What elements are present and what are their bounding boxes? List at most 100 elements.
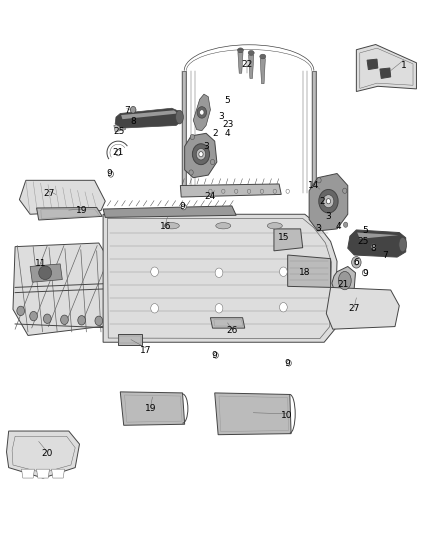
Text: 14: 14 xyxy=(308,181,319,190)
Text: 9: 9 xyxy=(107,169,113,178)
Ellipse shape xyxy=(151,304,159,313)
Text: 9: 9 xyxy=(180,203,185,212)
Ellipse shape xyxy=(190,134,194,140)
Ellipse shape xyxy=(176,110,184,124)
Polygon shape xyxy=(182,71,187,193)
Text: 2: 2 xyxy=(212,129,218,138)
Text: 25: 25 xyxy=(357,237,368,246)
Polygon shape xyxy=(103,214,337,342)
Polygon shape xyxy=(357,232,399,239)
Text: 19: 19 xyxy=(76,206,88,215)
Polygon shape xyxy=(36,207,102,220)
Polygon shape xyxy=(326,287,399,329)
Ellipse shape xyxy=(131,107,136,113)
Polygon shape xyxy=(121,110,178,119)
Text: 1: 1 xyxy=(401,61,406,70)
Ellipse shape xyxy=(210,159,215,165)
Text: 9: 9 xyxy=(285,359,290,368)
Ellipse shape xyxy=(181,204,186,210)
Polygon shape xyxy=(210,318,245,328)
Ellipse shape xyxy=(338,271,351,290)
Text: 21: 21 xyxy=(113,148,124,157)
Text: 7: 7 xyxy=(124,107,130,115)
Text: 3: 3 xyxy=(315,224,321,233)
Text: 9: 9 xyxy=(362,269,368,278)
Text: 23: 23 xyxy=(222,120,233,129)
Ellipse shape xyxy=(199,151,203,157)
Ellipse shape xyxy=(192,144,209,165)
Polygon shape xyxy=(360,236,370,246)
Ellipse shape xyxy=(43,314,51,324)
Polygon shape xyxy=(114,123,125,132)
Ellipse shape xyxy=(197,107,207,118)
Polygon shape xyxy=(288,255,331,287)
Polygon shape xyxy=(21,469,35,478)
Polygon shape xyxy=(118,334,142,345)
Polygon shape xyxy=(36,469,49,478)
Ellipse shape xyxy=(323,195,334,208)
Ellipse shape xyxy=(215,304,223,313)
Polygon shape xyxy=(380,68,391,78)
Text: 7: 7 xyxy=(382,251,388,260)
Ellipse shape xyxy=(326,199,331,204)
Polygon shape xyxy=(193,94,210,131)
Ellipse shape xyxy=(60,315,68,325)
Ellipse shape xyxy=(399,237,406,252)
Ellipse shape xyxy=(279,303,287,312)
Polygon shape xyxy=(115,108,183,128)
Text: 3: 3 xyxy=(218,111,224,120)
Ellipse shape xyxy=(116,149,121,156)
Text: 10: 10 xyxy=(281,411,293,420)
Text: 8: 8 xyxy=(130,117,136,126)
Text: 6: 6 xyxy=(353,258,359,267)
Ellipse shape xyxy=(30,311,37,321)
Polygon shape xyxy=(52,469,64,478)
Ellipse shape xyxy=(164,223,179,229)
Text: 25: 25 xyxy=(114,127,125,136)
Polygon shape xyxy=(309,174,348,231)
Text: 3: 3 xyxy=(325,212,331,221)
Polygon shape xyxy=(13,243,116,335)
Polygon shape xyxy=(332,266,356,295)
Text: 18: 18 xyxy=(299,268,311,277)
Text: 5: 5 xyxy=(362,227,368,236)
Ellipse shape xyxy=(196,149,206,160)
Polygon shape xyxy=(180,184,281,197)
Polygon shape xyxy=(185,133,217,177)
Ellipse shape xyxy=(200,110,204,115)
Ellipse shape xyxy=(362,270,367,276)
Polygon shape xyxy=(367,59,378,70)
Text: 15: 15 xyxy=(278,233,289,243)
Text: 4: 4 xyxy=(225,129,230,138)
Text: 17: 17 xyxy=(140,345,152,354)
Text: 27: 27 xyxy=(349,304,360,313)
Polygon shape xyxy=(103,206,236,217)
Text: 3: 3 xyxy=(203,142,209,151)
Polygon shape xyxy=(120,392,185,425)
Polygon shape xyxy=(274,229,303,251)
Polygon shape xyxy=(348,230,406,257)
Ellipse shape xyxy=(108,171,113,177)
Polygon shape xyxy=(312,71,316,193)
Ellipse shape xyxy=(317,177,321,183)
Text: 21: 21 xyxy=(338,280,349,289)
Ellipse shape xyxy=(17,306,25,316)
Ellipse shape xyxy=(214,352,219,358)
Ellipse shape xyxy=(317,225,321,230)
Text: 26: 26 xyxy=(226,326,237,335)
Polygon shape xyxy=(260,59,265,84)
Ellipse shape xyxy=(78,316,85,325)
Ellipse shape xyxy=(216,223,231,229)
Text: 11: 11 xyxy=(35,260,46,269)
Ellipse shape xyxy=(151,267,159,277)
Ellipse shape xyxy=(352,256,361,268)
Text: 24: 24 xyxy=(205,192,216,201)
Ellipse shape xyxy=(343,188,347,193)
Text: 9: 9 xyxy=(212,351,218,360)
Text: 16: 16 xyxy=(159,222,171,231)
Polygon shape xyxy=(19,180,105,214)
Ellipse shape xyxy=(95,316,102,326)
Polygon shape xyxy=(215,393,291,435)
Text: 5: 5 xyxy=(225,96,230,106)
Ellipse shape xyxy=(39,266,52,280)
